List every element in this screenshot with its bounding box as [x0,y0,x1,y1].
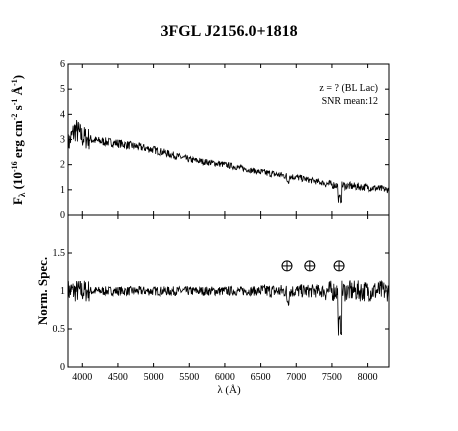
x-tick-label: 4500 [108,372,128,383]
telluric-markers [281,260,345,272]
snr-annotation: SNR mean:12 [322,96,378,107]
top-y-axis-label: Fλ (10-16 erg cm-2 s-1 Å-1) [10,75,27,205]
top-y-tick-label: 0 [60,210,65,221]
top-y-tick-label: 4 [60,109,65,120]
x-tick-label: 6500 [251,372,271,383]
x-tick-label: 5500 [179,372,199,383]
telluric-marker [333,260,345,272]
bottom-y-tick-label: 0 [60,362,65,373]
top-y-ticks: 0 1 2 3 4 5 6 [60,59,389,221]
redshift-annotation: z = ? (BL Lac) [319,83,378,94]
top-spectrum-line [67,119,390,204]
top-y-tick-label: 3 [60,135,65,146]
chart-title: 3FGL J2156.0+1818 [160,23,297,40]
top-panel: 0 1 2 3 4 5 6 z = ? (BL Lac) SNR mean:12 Fλ (1… [10,59,390,221]
telluric-marker [304,260,316,272]
x-axis-label: λ (Å) [217,384,241,396]
x-tick-label: 7000 [286,372,306,383]
x-tick-label: 8000 [358,372,378,383]
x-tick-label: 7500 [322,372,342,383]
bottom-panel: 0 0.5 1 1.5 4000 4500 5000 5500 6000 6500 7000 750… [35,64,390,396]
top-y-tick-label: 6 [60,59,65,70]
x-tick-label: 6000 [215,372,235,383]
bottom-y-axis-label: Norm. Spec. [35,257,50,325]
bottom-y-ticks: 0 0.5 1 1.5 [53,248,389,373]
bottom-y-tick-label: 1 [60,286,65,297]
top-y-tick-label: 2 [60,160,65,171]
x-tick-label: 4000 [72,372,92,383]
bottom-y-tick-label: 0.5 [53,324,66,335]
x-tick-label: 5000 [144,372,164,383]
top-y-tick-label: 5 [60,84,65,95]
x-ticks: 4000 4500 5000 5500 6000 6500 7000 7500 8000 [72,64,378,383]
telluric-marker [281,260,293,272]
bottom-y-tick-label: 1.5 [53,248,66,259]
bottom-spectrum-line [67,279,390,336]
top-y-tick-label: 1 [60,185,65,196]
